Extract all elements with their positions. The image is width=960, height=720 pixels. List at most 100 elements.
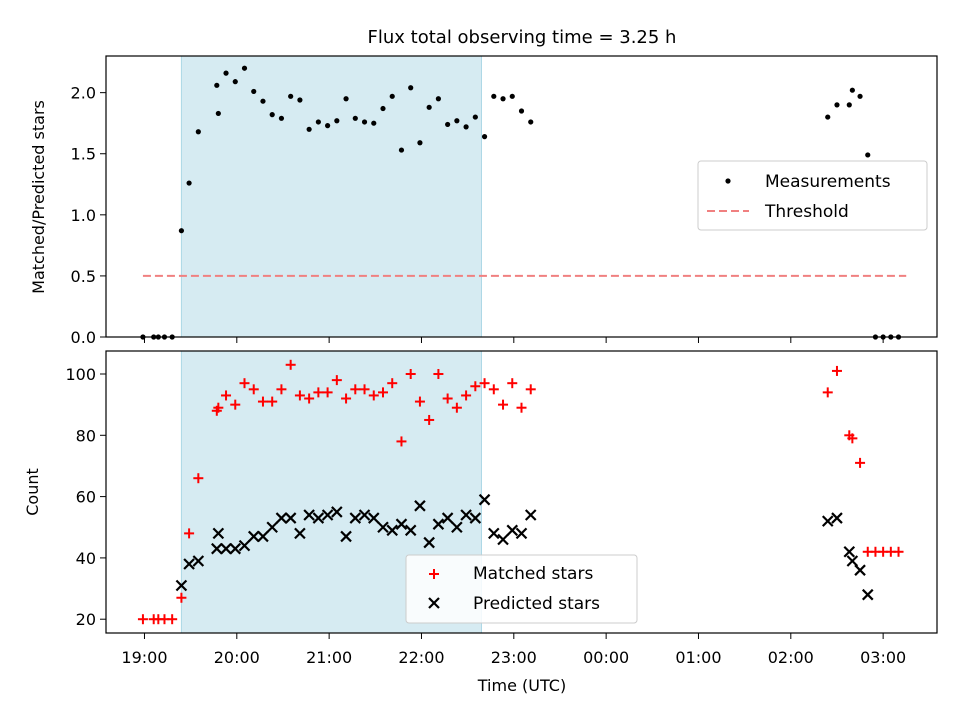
matched-star-point	[831, 365, 842, 376]
bottom-panel: 20 40 60 80 100 19:00 20:00 21:00 22:00 23:00 00:…	[23, 350, 938, 695]
top-legend: Measurements Threshold	[697, 160, 928, 231]
legend-predicted-marker	[428, 597, 440, 609]
bottom-y-axis-label: Count	[23, 468, 42, 516]
matched-star-point	[184, 528, 195, 539]
matched-star-point	[470, 381, 481, 392]
measurement-point	[315, 119, 321, 125]
bottom-y-ticks: 20 40 60 80 100	[65, 365, 106, 629]
matched-star-point	[396, 436, 407, 447]
top-x-ticks	[143, 337, 884, 343]
x-tick-label: 20:00	[214, 648, 260, 667]
predicted-star-point	[488, 527, 500, 540]
measurement-point	[426, 104, 432, 110]
measurement-point	[223, 70, 229, 76]
matched-star-point	[267, 396, 278, 407]
y-tick-label: 2.0	[71, 84, 96, 103]
matched-star-point	[479, 378, 490, 389]
bottom-axes-frame	[105, 350, 938, 634]
measurement-point	[472, 114, 478, 120]
predicted-star-point	[414, 500, 426, 512]
matched-star-point	[331, 375, 342, 386]
matched-star-point	[304, 393, 315, 404]
measurement-point	[352, 115, 358, 121]
matched-star-point	[488, 384, 499, 395]
predicted-star-point	[506, 524, 519, 537]
matched-star-point	[359, 384, 370, 395]
measurement-point	[232, 79, 238, 85]
predicted-star-point	[831, 512, 843, 524]
predicted-star-point	[257, 530, 269, 543]
measurement-point	[463, 124, 469, 130]
top-marks	[140, 65, 902, 340]
y-tick-label: 0.0	[71, 328, 96, 347]
measurement-point	[371, 120, 377, 126]
measurement-point	[435, 96, 441, 102]
predicted-star-point	[211, 542, 223, 555]
measurement-point	[500, 96, 506, 102]
measurement-point	[857, 93, 863, 99]
top-panel: Flux total observing time = 3.25 h 0.00.…	[29, 27, 938, 347]
measurement-point	[251, 88, 257, 95]
predicted-star-point	[284, 512, 297, 524]
top-axes-frame	[105, 55, 938, 338]
predicted-star-point	[331, 506, 343, 518]
legend-measurements-marker	[725, 178, 731, 184]
predicted-star-point	[451, 521, 463, 534]
predicted-star-point	[183, 558, 195, 570]
matched-star-point	[507, 378, 518, 389]
measurement-point	[389, 93, 395, 99]
y-tick-label: 40	[76, 549, 96, 568]
matched-star-point	[350, 384, 361, 395]
matched-star-point	[516, 402, 527, 413]
predicted-star-point	[843, 545, 856, 558]
matched-star-point	[221, 390, 232, 401]
matched-star-point	[498, 399, 509, 410]
matched-star-point	[285, 359, 296, 370]
matched-star-point	[239, 378, 250, 389]
predicted-star-point	[821, 515, 834, 527]
bottom-legend-box	[405, 554, 638, 624]
measurement-point	[408, 85, 414, 91]
x-axis-label: Time (UTC)	[477, 676, 566, 695]
measurement-point	[481, 134, 488, 140]
matched-star-point	[313, 387, 324, 398]
x-tick-label: 02:00	[768, 648, 814, 667]
top-legend-box	[697, 160, 928, 231]
matched-star-point	[414, 396, 425, 407]
x-tick-label: 22:00	[398, 648, 444, 667]
matched-star-point	[176, 592, 187, 603]
matched-star-point	[893, 546, 904, 557]
predicted-star-point	[861, 588, 874, 601]
predicted-star-point	[266, 521, 278, 534]
matched-star-point	[378, 387, 388, 398]
matched-star-point	[822, 387, 833, 398]
y-tick-label: 100	[65, 365, 96, 384]
predicted-star-point	[524, 509, 537, 521]
predicted-star-point	[441, 512, 454, 524]
measurement-point	[260, 98, 266, 104]
x-tick-label: 21:00	[306, 648, 352, 667]
predicted-star-point	[229, 542, 242, 555]
predicted-star-point	[294, 527, 306, 540]
legend-measurements-label: Measurements	[765, 172, 891, 192]
matched-star-point	[276, 384, 287, 395]
predicted-star-point	[846, 555, 859, 567]
measurement-point	[361, 119, 368, 125]
predicted-star-point	[340, 530, 352, 543]
matched-star-point	[248, 384, 259, 395]
matched-star-point	[213, 402, 224, 413]
predicted-star-point	[395, 518, 408, 530]
measurement-point	[297, 97, 303, 103]
matched-star-point	[193, 473, 204, 484]
legend-matched-label: Matched stars	[473, 564, 593, 584]
measurement-point	[306, 126, 312, 132]
matched-star-point	[433, 368, 444, 379]
predicted-star-point	[377, 521, 389, 534]
legend-predicted-label: Predicted stars	[473, 594, 600, 614]
legend-threshold-label: Threshold	[764, 202, 849, 222]
measurement-point	[178, 228, 185, 234]
matched-star-point	[424, 414, 435, 425]
y-tick-label: 0.5	[71, 267, 96, 286]
measurement-point	[215, 110, 221, 117]
